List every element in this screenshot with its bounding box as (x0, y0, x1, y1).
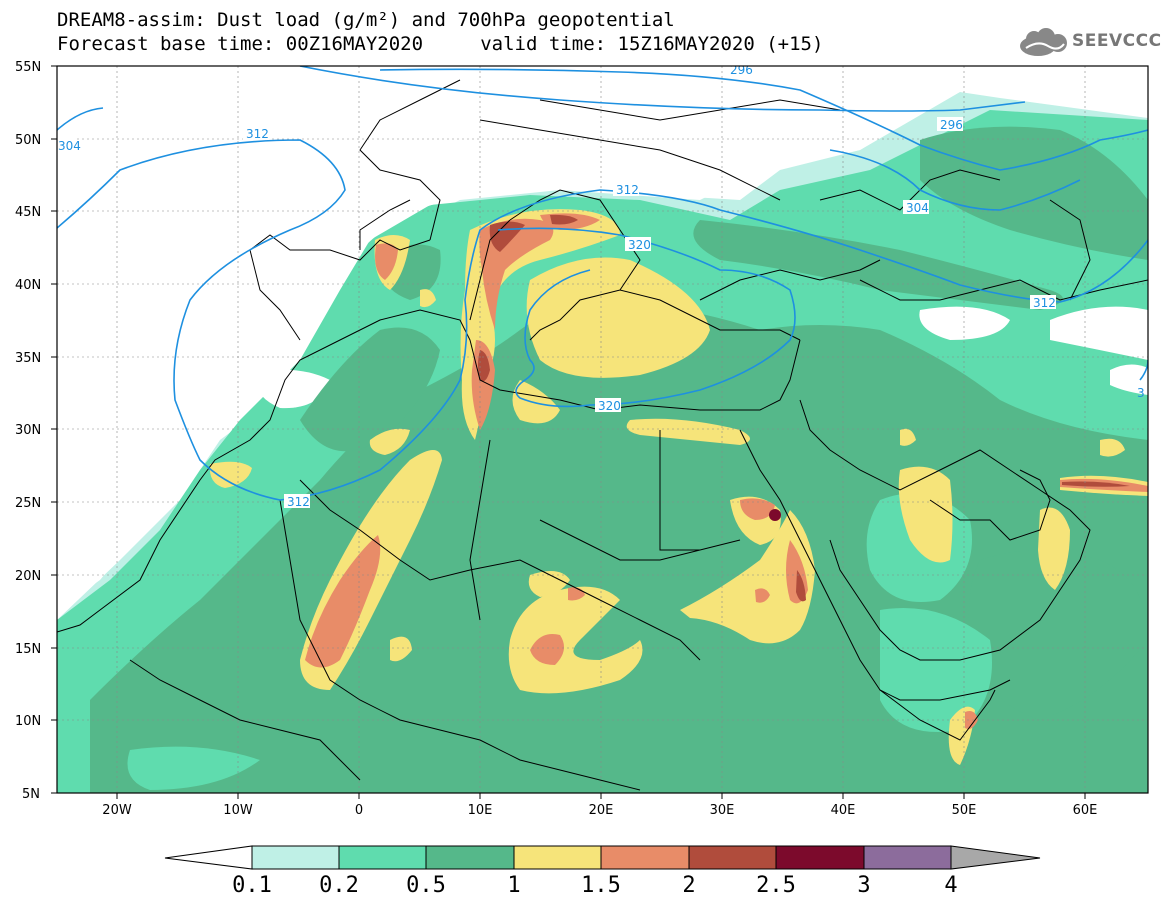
contour-label: 312 (1033, 296, 1056, 310)
lon-label: 30E (710, 803, 735, 818)
colorbar-segment (164, 845, 253, 870)
map-title: DREAM8-assim: Dust load (g/m²) and 700hP… (57, 9, 675, 31)
contour-label: 320 (598, 399, 621, 413)
colorbar-segment (251, 845, 340, 870)
lat-label: 5N (22, 787, 40, 802)
contour-label: 296 (730, 63, 753, 77)
contour-label: 320 (628, 238, 651, 252)
lat-label: 20N (15, 569, 41, 584)
logo-text: SEEVCCC (1072, 31, 1162, 51)
contour-label: 296 (940, 118, 963, 132)
lat-labels: 55N 50N 45N 40N 35N 30N 25N 20N 15N 10N … (15, 60, 41, 802)
contour-labels: 296 296 304 304 312 312 312 312 320 320 … (57, 63, 1145, 509)
contour-label: 304 (58, 139, 81, 153)
lat-label: 50N (15, 133, 41, 148)
colorbar-segment (338, 845, 427, 870)
lat-label: 25N (15, 496, 41, 511)
lon-label: 50E (952, 803, 977, 818)
cloud-icon (1020, 28, 1067, 56)
colorbar-label: 2.5 (756, 873, 796, 898)
contour-label: 304 (906, 201, 929, 215)
dust-field-clear (57, 66, 1148, 610)
colorbar-labels: 0.1 0.2 0.5 1 1.5 2 2.5 3 4 (232, 873, 958, 898)
lon-labels: 20W 10W 0 10E 20E 30E 40E 50E 60E (102, 803, 1097, 818)
colorbar (164, 845, 1041, 870)
axis-ticks (51, 65, 1086, 799)
lat-label: 55N (15, 60, 41, 75)
lat-label: 30N (15, 423, 41, 438)
colorbar-label: 0.2 (319, 873, 359, 898)
colorbar-segment (425, 845, 515, 870)
colorbar-segment (513, 845, 602, 870)
colorbar-label: 1.5 (581, 873, 621, 898)
dust-field-2.5 (769, 509, 781, 521)
lon-label: 0 (355, 803, 363, 818)
lon-label: 10E (468, 803, 493, 818)
map-plot-area: 296 296 304 304 312 312 312 312 320 320 … (57, 63, 1148, 793)
contour-label: 312 (246, 127, 269, 141)
lat-label: 15N (15, 642, 41, 657)
map-subtitle: Forecast base time: 00Z16MAY2020 valid t… (57, 33, 824, 55)
lat-label: 40N (15, 278, 41, 293)
colorbar-label: 3 (857, 873, 870, 898)
colorbar-segment (863, 845, 952, 870)
coastlines (57, 79, 1148, 791)
lon-label: 60E (1073, 803, 1098, 818)
colorbar-label: 0.5 (406, 873, 446, 898)
colorbar-label: 4 (944, 873, 957, 898)
lat-label: 45N (15, 205, 41, 220)
contour-label: 312 (287, 495, 310, 509)
colorbar-label: 1 (507, 873, 520, 898)
colorbar-segment (775, 845, 865, 870)
geopotential-contours (57, 66, 1148, 501)
contour-label: 3 (1137, 386, 1145, 400)
colorbar-segment (600, 845, 690, 870)
lat-label: 35N (15, 351, 41, 366)
colorbar-segment (950, 845, 1041, 870)
lat-label: 10N (15, 714, 41, 729)
graticule (57, 66, 1148, 793)
lon-label: 10W (223, 803, 253, 818)
colorbar-label: 2 (682, 873, 695, 898)
colorbar-label: 0.1 (232, 873, 272, 898)
contour-label: 312 (616, 183, 639, 197)
colorbar-segment (688, 845, 777, 870)
dust-field-2 (478, 214, 1130, 602)
lon-label: 20W (102, 803, 132, 818)
lon-label: 40E (831, 803, 856, 818)
lon-label: 20E (589, 803, 614, 818)
